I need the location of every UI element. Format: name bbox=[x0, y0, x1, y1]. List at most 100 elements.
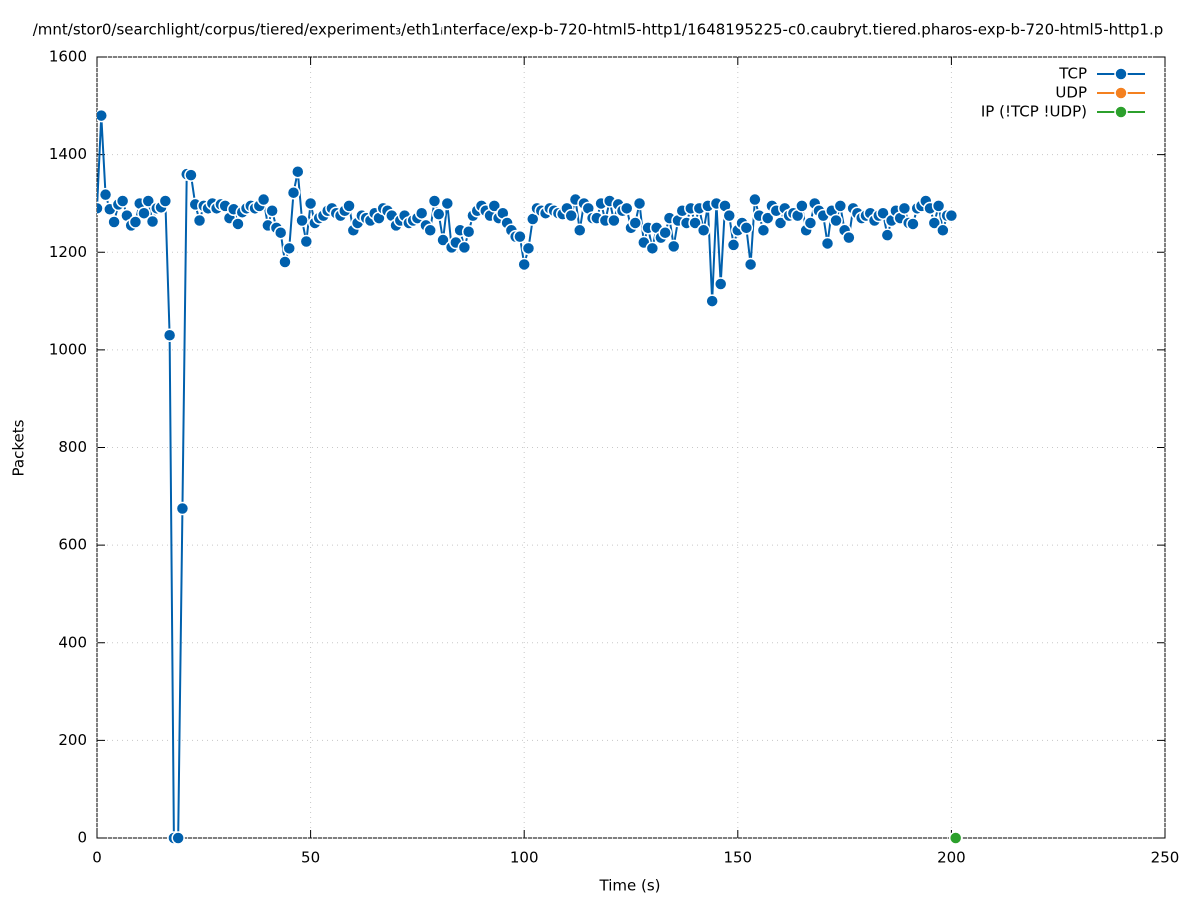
data-point bbox=[833, 199, 848, 213]
plot-area bbox=[97, 108, 963, 845]
data-point bbox=[436, 233, 450, 247]
data-point bbox=[743, 257, 758, 272]
y-tick-label: 800 bbox=[58, 438, 87, 456]
data-point bbox=[632, 196, 647, 211]
data-point bbox=[440, 196, 455, 211]
data-point bbox=[291, 164, 305, 179]
data-point bbox=[273, 225, 288, 240]
data-point bbox=[739, 221, 754, 235]
y-axis-label: Packets bbox=[10, 419, 28, 476]
data-point bbox=[231, 217, 245, 231]
data-point bbox=[722, 208, 737, 223]
data-point bbox=[748, 192, 762, 207]
data-point bbox=[175, 501, 190, 516]
data-point bbox=[192, 213, 207, 228]
legend-swatch-point bbox=[1114, 86, 1128, 100]
data-point bbox=[517, 257, 531, 272]
data-point bbox=[927, 216, 942, 230]
data-point bbox=[773, 216, 788, 230]
data-point bbox=[115, 194, 130, 208]
data-point bbox=[829, 213, 843, 228]
data-point bbox=[619, 201, 634, 216]
x-axis-label: Time (s) bbox=[599, 877, 661, 895]
data-point bbox=[666, 239, 681, 254]
data-point bbox=[278, 255, 292, 269]
data-point bbox=[128, 215, 143, 229]
data-point bbox=[423, 223, 437, 238]
data-point bbox=[414, 206, 429, 220]
data-point bbox=[427, 194, 442, 208]
data-point bbox=[645, 241, 660, 256]
x-tick-label: 50 bbox=[301, 849, 320, 867]
data-point bbox=[286, 185, 301, 200]
data-point bbox=[461, 224, 476, 239]
data-point bbox=[342, 199, 356, 213]
data-point bbox=[756, 223, 771, 238]
data-point bbox=[256, 192, 271, 207]
data-point bbox=[713, 277, 728, 291]
data-point bbox=[158, 194, 173, 208]
chart-title: /mnt/stor0/searchlight/corpus/tiered/exp… bbox=[33, 21, 1164, 39]
data-point bbox=[98, 187, 113, 202]
data-point bbox=[760, 211, 775, 225]
x-tick-label: 250 bbox=[1151, 849, 1180, 867]
data-point bbox=[265, 204, 279, 218]
data-point bbox=[696, 223, 711, 238]
data-point bbox=[726, 238, 741, 252]
y-tick-label: 400 bbox=[58, 633, 87, 651]
data-point bbox=[487, 199, 502, 213]
series-line bbox=[97, 115, 952, 839]
data-point bbox=[931, 199, 946, 213]
data-point bbox=[880, 228, 895, 242]
data-point bbox=[171, 831, 185, 845]
data-point bbox=[795, 199, 809, 213]
data-point bbox=[145, 214, 160, 229]
data-point bbox=[513, 229, 527, 244]
data-point bbox=[107, 215, 121, 229]
y-tick-label: 1600 bbox=[49, 48, 87, 66]
data-point bbox=[162, 328, 177, 342]
data-point bbox=[944, 208, 959, 223]
data-point bbox=[658, 225, 672, 240]
y-tick-label: 600 bbox=[58, 536, 87, 554]
y-tick-label: 1400 bbox=[49, 145, 87, 163]
y-tick-label: 200 bbox=[58, 731, 87, 749]
legend-swatch-point bbox=[1114, 67, 1128, 81]
data-point bbox=[820, 236, 835, 251]
data-point bbox=[282, 241, 296, 256]
x-tick-label: 150 bbox=[723, 849, 752, 867]
legend-label: UDP bbox=[1055, 84, 1087, 102]
data-point bbox=[564, 208, 578, 223]
x-tick-label: 200 bbox=[937, 849, 966, 867]
data-point bbox=[303, 196, 318, 211]
data-point bbox=[842, 230, 856, 245]
x-tick-label: 100 bbox=[510, 849, 539, 867]
data-point bbox=[688, 216, 702, 230]
legend-label: TCP bbox=[1058, 65, 1087, 83]
data-point bbox=[457, 240, 472, 255]
data-point bbox=[432, 207, 446, 221]
data-point bbox=[936, 223, 950, 238]
data-point bbox=[948, 831, 963, 845]
data-point bbox=[295, 213, 309, 228]
legend-label: IP (!TCP !UDP) bbox=[981, 103, 1087, 121]
data-point bbox=[906, 217, 920, 231]
data-point bbox=[876, 206, 890, 220]
data-point bbox=[97, 201, 104, 216]
data-point bbox=[803, 216, 818, 230]
x-tick-label: 0 bbox=[92, 849, 102, 867]
data-point bbox=[137, 206, 151, 220]
data-point bbox=[97, 108, 109, 123]
legend-swatch-point bbox=[1114, 105, 1128, 119]
data-point bbox=[184, 168, 198, 182]
data-point bbox=[572, 223, 587, 238]
data-point bbox=[299, 234, 314, 249]
data-point bbox=[897, 201, 912, 216]
y-tick-label: 0 bbox=[77, 829, 87, 847]
y-tick-label: 1200 bbox=[49, 243, 87, 261]
data-point bbox=[141, 194, 156, 208]
y-tick-label: 1000 bbox=[49, 340, 87, 358]
data-point bbox=[521, 241, 536, 256]
data-point bbox=[705, 294, 719, 308]
